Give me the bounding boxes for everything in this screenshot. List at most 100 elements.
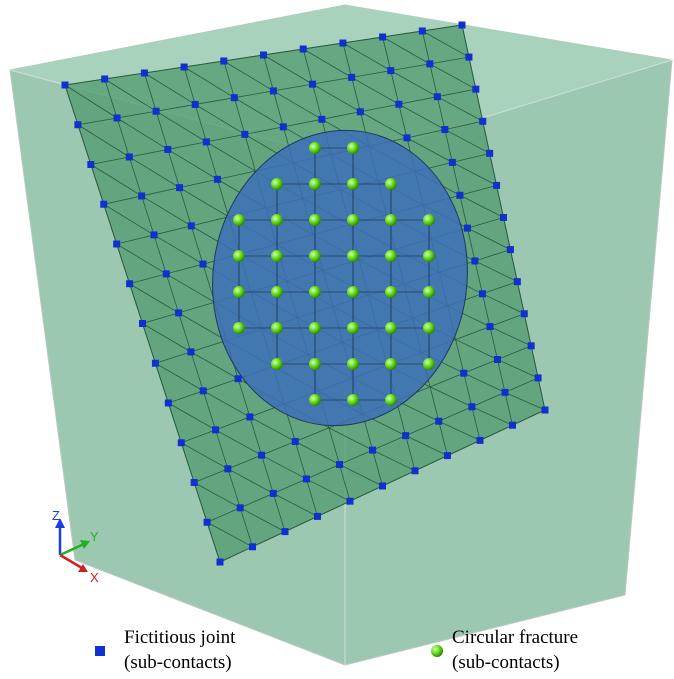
joint-node bbox=[126, 280, 133, 287]
fracture-node bbox=[271, 286, 283, 298]
fracture-node bbox=[423, 214, 435, 226]
joint-node bbox=[200, 387, 207, 394]
fracture-node bbox=[385, 178, 397, 190]
joint-node bbox=[379, 483, 386, 490]
joint-node bbox=[479, 290, 486, 297]
fracture-node bbox=[347, 394, 359, 406]
legend-label: Circular fracture bbox=[452, 627, 578, 648]
joint-node bbox=[62, 82, 69, 89]
joint-node bbox=[258, 452, 265, 459]
joint-node bbox=[479, 118, 486, 125]
joint-node bbox=[220, 58, 227, 65]
joint-node bbox=[217, 559, 224, 566]
joint-node bbox=[138, 192, 145, 199]
fracture-node bbox=[309, 322, 321, 334]
fracture-node bbox=[309, 178, 321, 190]
joint-node bbox=[260, 52, 267, 59]
joint-node bbox=[434, 93, 441, 100]
fracture-node bbox=[347, 250, 359, 262]
joint-node bbox=[339, 40, 346, 47]
fracture-node bbox=[385, 358, 397, 370]
fracture-node bbox=[385, 286, 397, 298]
fracture-node bbox=[347, 286, 359, 298]
joint-node bbox=[231, 94, 238, 101]
joint-node bbox=[435, 418, 442, 425]
fracture-node bbox=[423, 250, 435, 262]
joint-node bbox=[192, 101, 199, 108]
joint-node bbox=[87, 161, 94, 168]
fracture-node bbox=[233, 286, 245, 298]
joint-node bbox=[74, 121, 81, 128]
joint-node bbox=[175, 309, 182, 316]
joint-node bbox=[153, 108, 160, 115]
legend-label: Fictitious joint bbox=[124, 627, 236, 648]
joint-node bbox=[468, 403, 475, 410]
joint-node bbox=[348, 74, 355, 81]
joint-node bbox=[176, 184, 183, 191]
fracture-node bbox=[347, 142, 359, 154]
figure: Z Y X Fictitious joint (sub-contacts) Ci… bbox=[0, 0, 674, 679]
joint-node bbox=[477, 437, 484, 444]
fracture-node bbox=[423, 286, 435, 298]
joint-node bbox=[303, 475, 310, 482]
fracture-node bbox=[385, 214, 397, 226]
legend-marker bbox=[95, 646, 105, 656]
joint-node bbox=[139, 320, 146, 327]
joint-node bbox=[150, 231, 157, 238]
joint-node bbox=[387, 67, 394, 74]
joint-node bbox=[507, 246, 514, 253]
joint-node bbox=[456, 192, 463, 199]
fracture-node bbox=[309, 286, 321, 298]
joint-node bbox=[493, 182, 500, 189]
legend-marker bbox=[431, 645, 443, 657]
joint-node bbox=[282, 528, 289, 535]
fracture-node bbox=[309, 358, 321, 370]
joint-node bbox=[412, 467, 419, 474]
joint-node bbox=[318, 116, 325, 123]
joint-node bbox=[514, 278, 521, 285]
joint-node bbox=[441, 126, 448, 133]
joint-node bbox=[214, 176, 221, 183]
joint-node bbox=[241, 131, 248, 138]
joint-node bbox=[114, 114, 121, 121]
joint-node bbox=[486, 150, 493, 157]
fracture-node bbox=[233, 250, 245, 262]
joint-node bbox=[126, 153, 133, 160]
joint-node bbox=[509, 422, 516, 429]
joint-node bbox=[465, 54, 472, 61]
joint-node bbox=[403, 134, 410, 141]
fracture-node bbox=[347, 358, 359, 370]
fracture-node bbox=[309, 394, 321, 406]
axis-label: Y bbox=[90, 529, 99, 544]
legend-label: (sub-contacts) bbox=[452, 652, 560, 673]
joint-node bbox=[164, 146, 171, 153]
joint-node bbox=[224, 465, 231, 472]
joint-node bbox=[152, 360, 159, 367]
joint-node bbox=[471, 257, 478, 264]
joint-node bbox=[191, 479, 198, 486]
joint-node bbox=[459, 22, 466, 29]
fracture-node bbox=[271, 250, 283, 262]
fracture-node bbox=[423, 358, 435, 370]
joint-node bbox=[402, 432, 409, 439]
joint-node bbox=[464, 225, 471, 232]
joint-node bbox=[542, 407, 549, 414]
joint-node bbox=[347, 498, 354, 505]
fracture-node bbox=[271, 358, 283, 370]
joint-node bbox=[501, 389, 508, 396]
joint-node bbox=[314, 513, 321, 520]
joint-node bbox=[535, 374, 542, 381]
joint-node bbox=[449, 159, 456, 166]
joint-node bbox=[270, 87, 277, 94]
joint-node bbox=[100, 201, 107, 208]
fracture-node bbox=[271, 322, 283, 334]
joint-node bbox=[235, 375, 242, 382]
joint-node bbox=[486, 323, 493, 330]
joint-node bbox=[460, 370, 467, 377]
joint-node bbox=[280, 123, 287, 130]
fracture-node bbox=[309, 250, 321, 262]
fracture-node bbox=[347, 322, 359, 334]
joint-node bbox=[181, 64, 188, 71]
axis-label: Z bbox=[52, 508, 60, 523]
joint-node bbox=[336, 461, 343, 468]
